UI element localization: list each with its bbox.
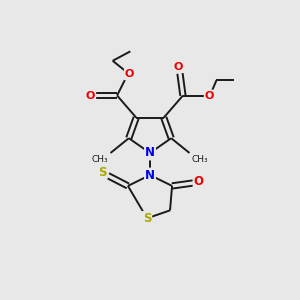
Text: CH₃: CH₃ — [92, 155, 108, 164]
Text: O: O — [194, 175, 204, 188]
Text: S: S — [143, 212, 151, 225]
Text: S: S — [98, 166, 107, 178]
Text: N: N — [145, 146, 155, 159]
Text: N: N — [145, 169, 155, 182]
Text: O: O — [205, 91, 214, 100]
Text: O: O — [86, 91, 95, 100]
Text: O: O — [174, 62, 183, 72]
Text: O: O — [125, 69, 134, 79]
Text: CH₃: CH₃ — [192, 155, 208, 164]
